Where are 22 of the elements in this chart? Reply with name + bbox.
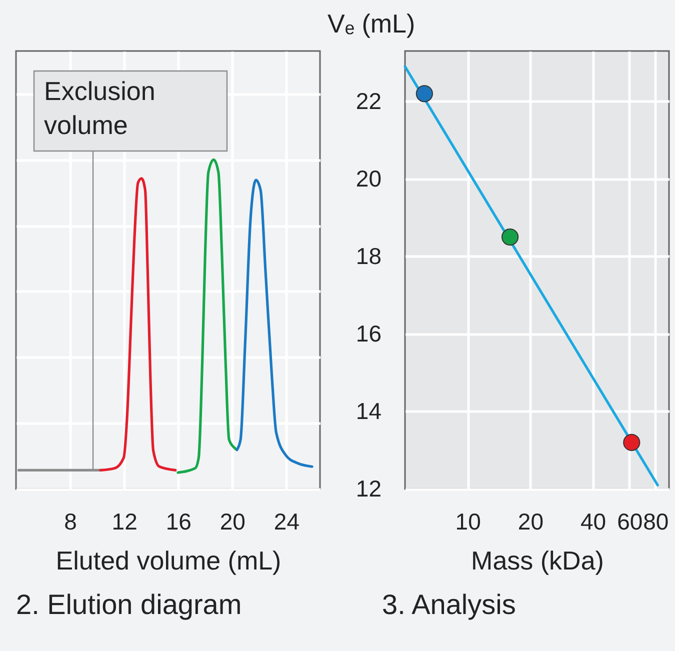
y-tick-label: 22 — [356, 88, 382, 114]
x-tick-label: 20 — [518, 508, 544, 534]
x-tick-label: 60 — [617, 508, 643, 534]
x-tick-label: 20 — [220, 508, 246, 534]
annotation: Exclusion volume — [44, 76, 156, 140]
x-tick-label: 24 — [274, 508, 300, 534]
x-tick-label: 10 — [455, 508, 481, 534]
x-tick-label: 80 — [643, 508, 669, 534]
x-axis-title: Eluted volume (mL) — [56, 546, 282, 576]
x-tick-label: 40 — [580, 508, 606, 534]
x-axis-title: Mass (kDa) — [471, 546, 604, 576]
y-tick-label: 14 — [356, 398, 382, 424]
y-tick-label: 16 — [356, 320, 382, 346]
y-tick-label: 18 — [356, 242, 382, 269]
x-tick-label: 12 — [112, 508, 138, 534]
text: 3. Analysis — [382, 589, 516, 620]
x-tick-label: 16 — [166, 508, 192, 534]
text: 2. Elution diagram — [16, 589, 242, 620]
x-tick-label: 8 — [64, 508, 77, 534]
y-axis-title: Vₑ (mL) — [328, 8, 416, 38]
y-tick-label: 20 — [356, 165, 382, 192]
y-tick-label: 12 — [356, 476, 382, 502]
